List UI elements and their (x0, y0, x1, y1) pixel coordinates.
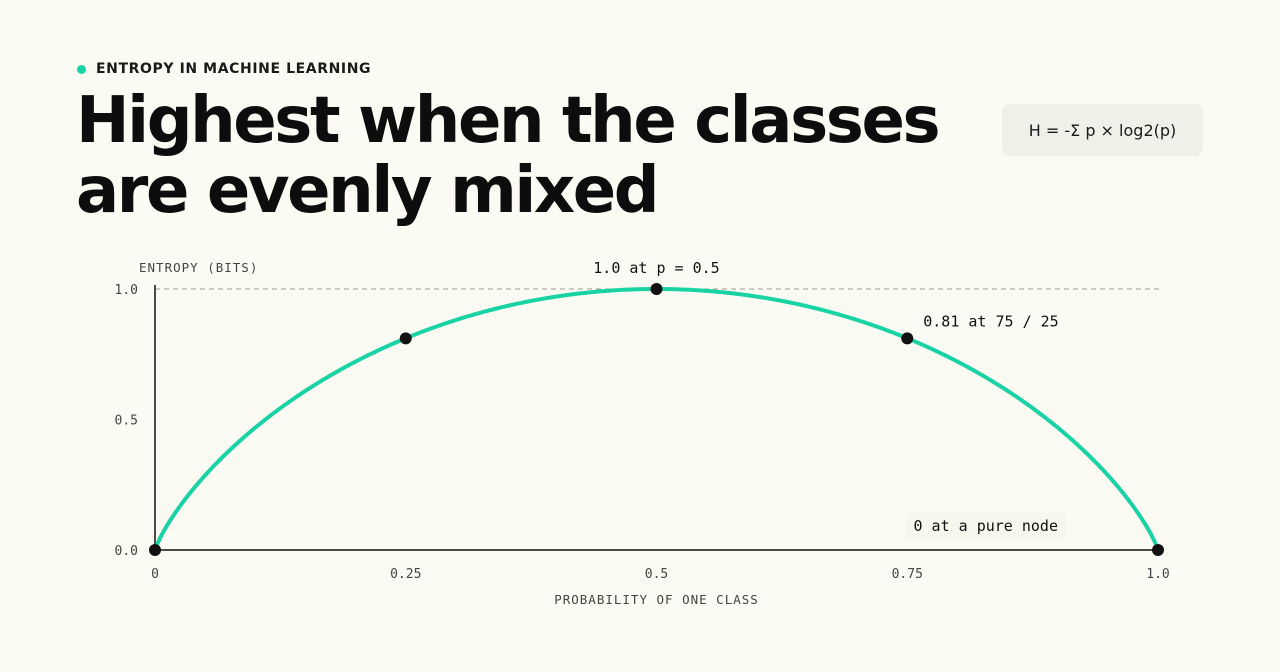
x-tick-label-2: 0.5 (645, 567, 668, 582)
chart-axes (154, 285, 1158, 551)
data-points (149, 283, 1164, 556)
x-axis-label: PROBABILITY OF ONE CLASS (554, 592, 759, 607)
data-point-2 (650, 283, 663, 295)
eyebrow: ENTROPY IN MACHINE LEARNING (77, 61, 371, 77)
x-tick-label-4: 1.0 (1146, 567, 1169, 582)
tick-labels: 0 0.25 0.5 0.75 1.0 0.0 0.5 1.0 (115, 283, 1170, 582)
x-tick-label-1: 0.25 (390, 567, 421, 582)
annotation-0: 1.0 at p = 0.5 (593, 259, 719, 277)
annotations: 1.0 at p = 0.5 0.81 at 75 / 25 0 at a pure… (593, 259, 1066, 539)
y-tick-label-1: 0.5 (115, 414, 138, 429)
eyebrow-label: ENTROPY IN MACHINE LEARNING (96, 61, 372, 77)
x-tick-label-0: 0 (151, 567, 159, 582)
formula-badge: H = -Σ p × log2(p) (1002, 104, 1203, 156)
data-point-3 (901, 332, 914, 345)
annotation-background (905, 513, 1066, 539)
annotation-2: 0 at a pure node (914, 517, 1059, 535)
y-tick-label-0: 0.0 (115, 544, 138, 559)
data-point-1 (399, 332, 412, 345)
data-point-0 (149, 544, 161, 556)
data-point-4 (1152, 544, 1164, 556)
x-tick-label-3: 0.75 (892, 567, 923, 582)
annotation-1: 0.81 at 75 / 25 (923, 312, 1058, 330)
formula-text: H = -Σ p × log2(p) (1028, 120, 1177, 140)
y-tick-label-2: 1.0 (115, 283, 138, 298)
page-title: Highest when the classes are evenly mixe… (76, 84, 941, 228)
eyebrow-dot-icon (77, 64, 86, 74)
y-axis-label: ENTROPY (BITS) (139, 260, 258, 275)
